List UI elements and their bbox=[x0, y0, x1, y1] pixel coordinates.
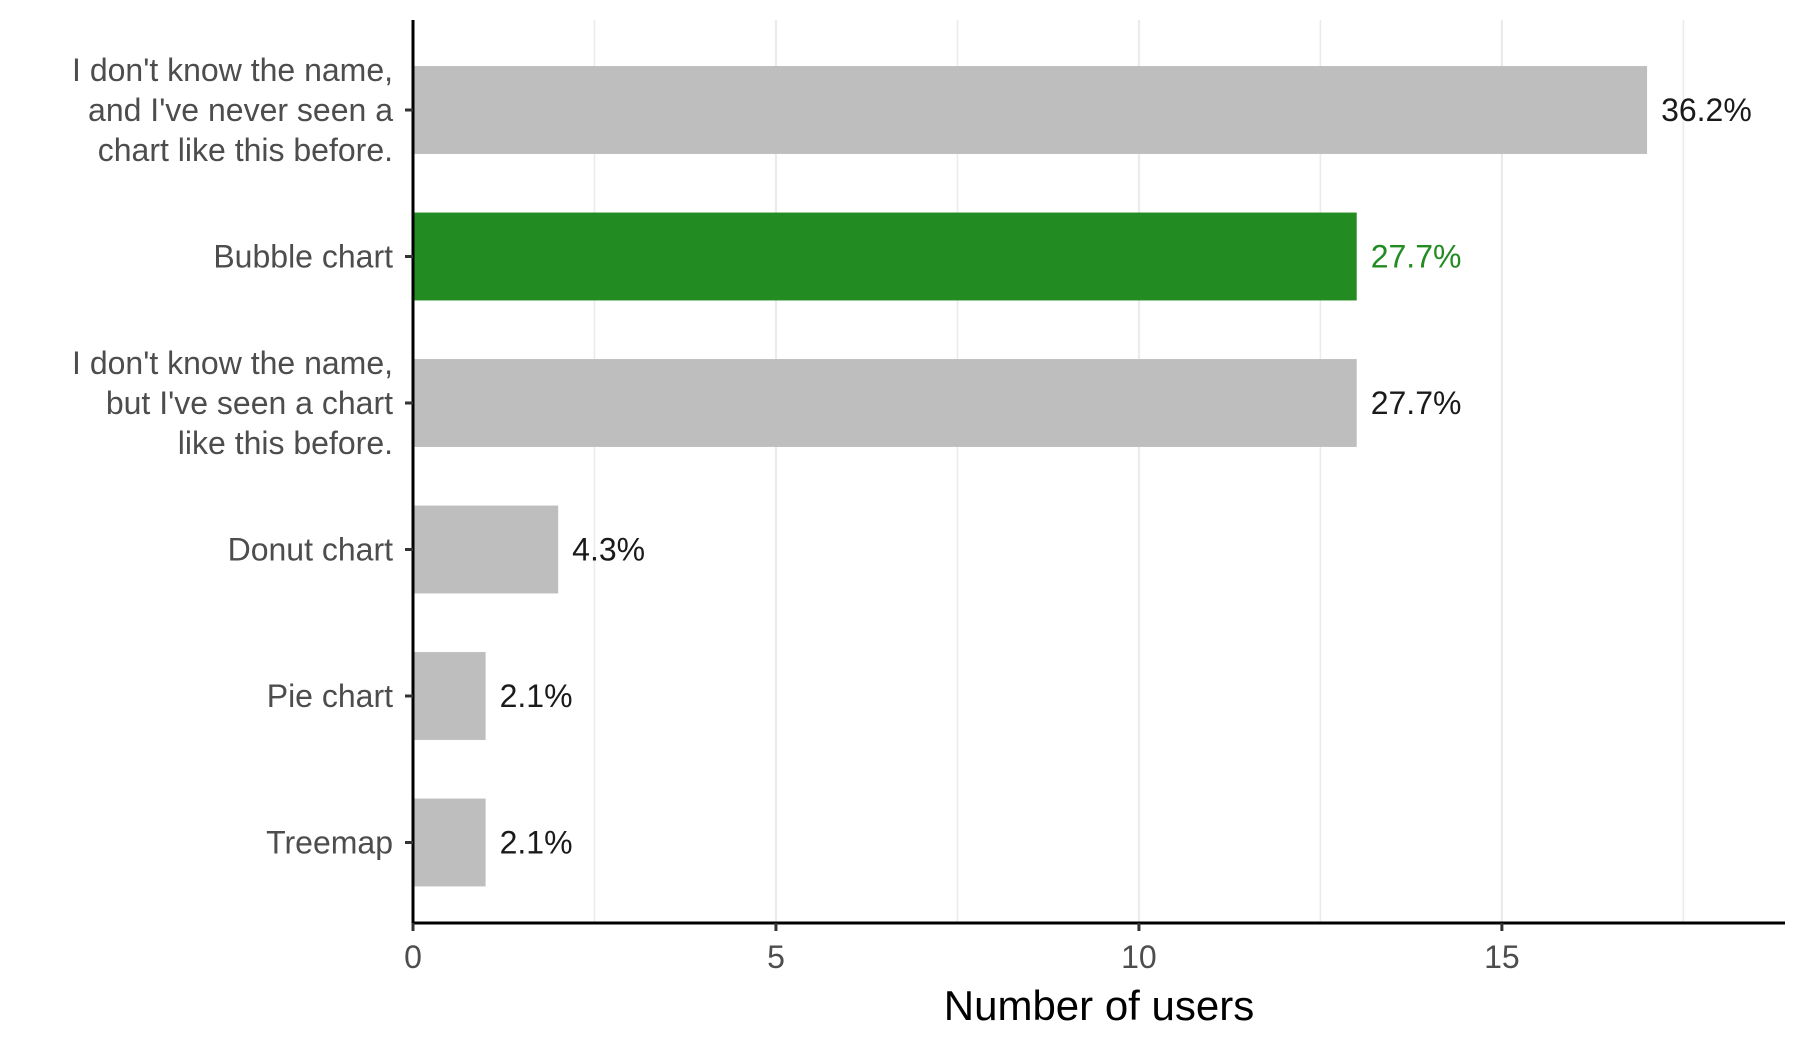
bar-value-label: 27.7% bbox=[1371, 385, 1462, 421]
x-tick-label: 10 bbox=[1121, 939, 1157, 975]
bar bbox=[413, 359, 1357, 447]
category-label-line: Pie chart bbox=[267, 678, 393, 714]
bar-value-label: 2.1% bbox=[500, 825, 573, 861]
category-label-line: but I've seen a chart bbox=[106, 385, 393, 421]
bar-value-label: 2.1% bbox=[500, 678, 573, 714]
category-label-line: I don't know the name, bbox=[72, 52, 393, 88]
bar bbox=[413, 798, 486, 887]
axes bbox=[405, 20, 1785, 931]
grid-lines bbox=[593, 20, 1685, 923]
category-label: I don't know the name, and I've never see… bbox=[72, 52, 393, 168]
category-label: Donut chart bbox=[228, 532, 394, 568]
category-label: Treemap bbox=[266, 825, 393, 861]
category-label: Pie chart bbox=[267, 678, 393, 714]
bar bbox=[413, 652, 486, 740]
x-tick-label: 15 bbox=[1484, 939, 1520, 975]
bar-highlighted bbox=[413, 212, 1357, 301]
x-tick-labels: 0 5 10 15 bbox=[404, 939, 1520, 975]
bar bbox=[413, 505, 559, 594]
category-label-line: chart like this before. bbox=[98, 132, 393, 168]
category-label-line: like this before. bbox=[178, 425, 393, 461]
bar-value-label: 36.2% bbox=[1661, 92, 1752, 128]
category-label-line: I don't know the name, bbox=[72, 345, 393, 381]
category-labels: I don't know the name, and I've never see… bbox=[72, 52, 393, 861]
bar-value-label: 27.7% bbox=[1371, 239, 1462, 275]
data-labels: 36.2% 27.7% 27.7% 4.3% 2.1% 2.1% bbox=[500, 92, 1752, 861]
bar bbox=[413, 66, 1648, 154]
category-label-line: Donut chart bbox=[228, 532, 394, 568]
category-label-line: Bubble chart bbox=[213, 239, 393, 275]
x-tick-label: 5 bbox=[767, 939, 785, 975]
x-axis-title: Number of users bbox=[944, 982, 1254, 1029]
bar-value-label: 4.3% bbox=[572, 532, 645, 568]
category-label-line: and I've never seen a bbox=[88, 92, 393, 128]
bars bbox=[413, 66, 1648, 887]
category-label: Bubble chart bbox=[213, 239, 393, 275]
category-label-line: Treemap bbox=[266, 825, 393, 861]
x-tick-label: 0 bbox=[404, 939, 422, 975]
category-label: I don't know the name, but I've seen a ch… bbox=[72, 345, 393, 461]
